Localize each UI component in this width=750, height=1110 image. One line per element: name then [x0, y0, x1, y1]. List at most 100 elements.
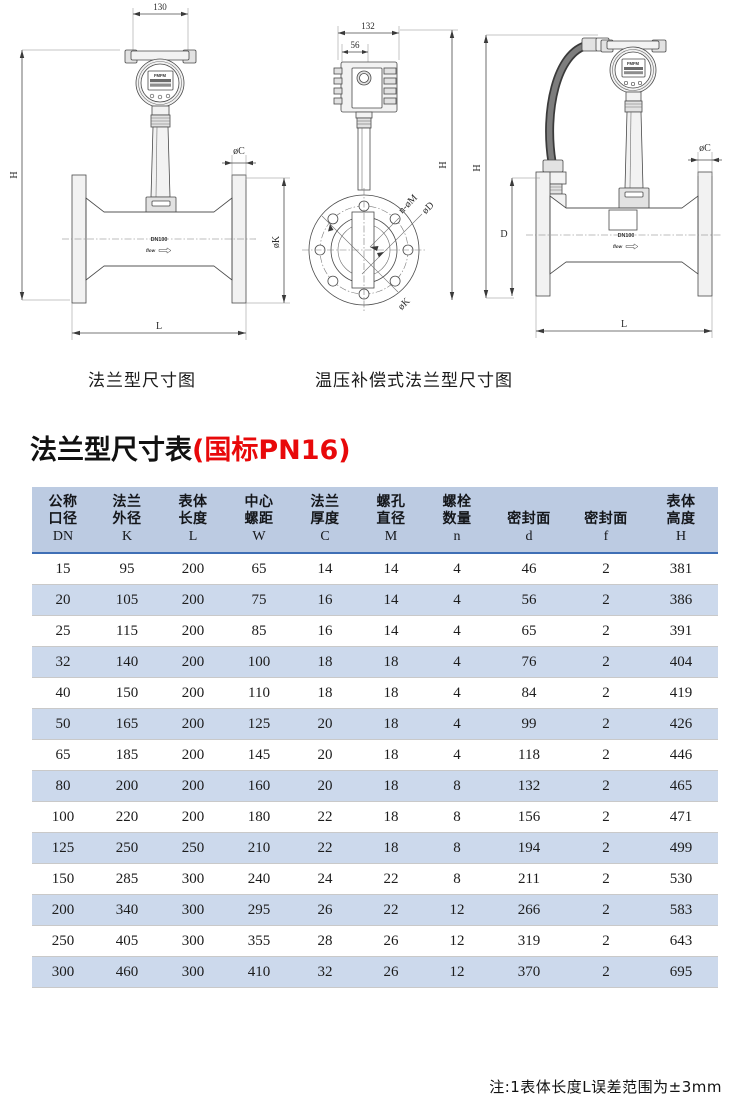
cell-c: 24 — [292, 863, 358, 895]
col-header-f-l2: 密封面 — [584, 510, 628, 527]
cell-k: 405 — [94, 925, 160, 957]
svg-text:FMFM: FMFM — [627, 61, 640, 66]
cell-w: 145 — [226, 739, 292, 771]
col-header-k: 法兰 外径 K — [94, 487, 160, 554]
cell-n: 12 — [424, 956, 490, 988]
col-header-k-sym: K — [121, 529, 133, 545]
cell-f: 2 — [568, 615, 644, 647]
cell-h: 381 — [644, 552, 718, 585]
transmitter-head-3: FMFM — [600, 39, 667, 211]
cell-k: 460 — [94, 956, 160, 988]
col-header-n: 螺栓 数量 n — [424, 487, 490, 554]
table-row: 20 105 200 75 16 14 4 56 2 386 — [32, 584, 718, 616]
dim-130-label: 130 — [153, 2, 167, 12]
caption-flange-type: 法兰型尺寸图 — [88, 371, 196, 391]
cell-l: 200 — [160, 646, 226, 678]
page-title: 法兰型尺寸表(国标PN16) — [30, 428, 351, 467]
dim-C-3: øC — [688, 143, 722, 176]
dim-L-3-label: L — [621, 319, 627, 330]
cell-m: 18 — [358, 708, 424, 740]
dim-D-label: D — [500, 229, 507, 240]
svg-text:flow: flow — [146, 248, 156, 253]
cell-dn: 150 — [32, 863, 94, 895]
col-header-n-l1: 螺栓 — [442, 494, 472, 510]
cell-dn: 125 — [32, 832, 94, 864]
cell-w: 65 — [226, 552, 292, 585]
cell-d: 266 — [490, 894, 568, 926]
dim-L-label: L — [156, 321, 162, 332]
dim-C: øC — [222, 146, 256, 180]
cell-dn: 250 — [32, 925, 94, 957]
cell-w: 85 — [226, 615, 292, 647]
cell-c: 16 — [292, 584, 358, 616]
dim-132-label: 132 — [361, 21, 375, 31]
dim-H: H — [9, 49, 120, 301]
cell-k: 95 — [94, 552, 160, 585]
table-row: 25 115 200 85 16 14 4 65 2 391 — [32, 615, 718, 647]
cell-c: 26 — [292, 894, 358, 926]
col-header-c: 法兰 厚度 C — [292, 487, 358, 554]
cell-f: 2 — [568, 677, 644, 709]
cell-k: 105 — [94, 584, 160, 616]
cell-m: 14 — [358, 552, 424, 585]
col-header-dn-sym: DN — [52, 529, 74, 545]
spec-table: 公称 口径 DN 法兰 外径 K 表体 长度 L 中 — [32, 487, 718, 988]
cell-n: 8 — [424, 801, 490, 833]
dim-56-label: 56 — [351, 40, 361, 50]
cell-c: 28 — [292, 925, 358, 957]
cell-k: 140 — [94, 646, 160, 678]
flange-face-circle — [302, 188, 426, 312]
table-row: 150 285 300 240 24 22 8 211 2 530 — [32, 863, 718, 895]
transmitter-box — [333, 61, 398, 191]
dim-H-2-label: H — [438, 161, 449, 168]
cell-c: 18 — [292, 677, 358, 709]
cell-f: 2 — [568, 770, 644, 802]
col-header-n-l2: 数量 — [442, 510, 472, 527]
cell-f: 2 — [568, 552, 644, 585]
col-header-l-sym: L — [188, 529, 198, 545]
cell-n: 4 — [424, 552, 490, 585]
cell-dn: 100 — [32, 801, 94, 833]
cell-h: 386 — [644, 584, 718, 616]
col-header-m-sym: M — [384, 529, 398, 545]
spec-table-container: 公称 口径 DN 法兰 外径 K 表体 长度 L 中 — [32, 487, 718, 988]
table-row: 250 405 300 355 28 26 12 319 2 643 — [32, 925, 718, 957]
cell-h: 695 — [644, 956, 718, 988]
cell-k: 340 — [94, 894, 160, 926]
cell-l: 200 — [160, 615, 226, 647]
col-header-w-l1: 中心 — [244, 494, 274, 510]
cell-k: 185 — [94, 739, 160, 771]
col-header-w-sym: W — [252, 529, 266, 545]
cell-m: 14 — [358, 584, 424, 616]
cell-f: 2 — [568, 863, 644, 895]
cell-l: 300 — [160, 863, 226, 895]
col-header-w-l2: 螺距 — [244, 510, 274, 527]
cell-w: 110 — [226, 677, 292, 709]
cell-c: 22 — [292, 801, 358, 833]
cell-m: 18 — [358, 739, 424, 771]
page-title-accent: (国标PN16) — [192, 435, 351, 466]
dim-H-label: H — [9, 171, 20, 178]
cell-n: 12 — [424, 925, 490, 957]
cell-w: 295 — [226, 894, 292, 926]
table-row: 100 220 200 180 22 18 8 156 2 471 — [32, 801, 718, 833]
cell-c: 14 — [292, 552, 358, 585]
cell-c: 32 — [292, 956, 358, 988]
col-header-h: 表体 高度 H — [644, 487, 718, 554]
col-header-d-sym: d — [525, 529, 533, 545]
dim-K-label: øK — [271, 235, 282, 248]
cell-f: 2 — [568, 925, 644, 957]
dim-C-3-label: øC — [699, 143, 711, 154]
body-label-dn: DN100 — [151, 237, 168, 243]
spec-table-body: 15 95 200 65 14 14 4 46 2 381 20 105 200 75 16 14 4 56 2 38… — [32, 552, 718, 988]
cell-d: 132 — [490, 770, 568, 802]
cell-k: 150 — [94, 677, 160, 709]
cell-k: 165 — [94, 708, 160, 740]
cell-h: 643 — [644, 925, 718, 957]
flow-arrow-icon-3: flow — [613, 243, 639, 250]
caption-temp-press-type: 温压补偿式法兰型尺寸图 — [315, 371, 513, 391]
cell-m: 22 — [358, 894, 424, 926]
cell-h: 419 — [644, 677, 718, 709]
dim-H-3: H — [472, 34, 598, 299]
cell-w: 75 — [226, 584, 292, 616]
